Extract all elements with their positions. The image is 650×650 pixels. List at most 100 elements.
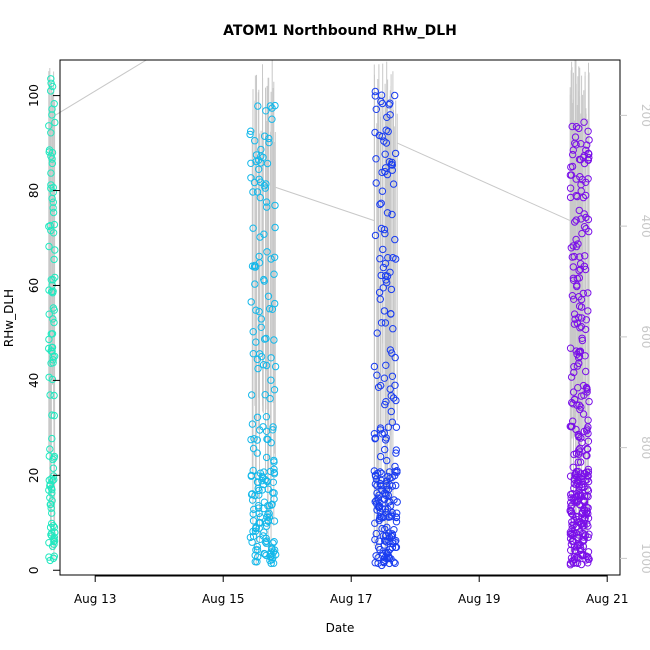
data-point	[50, 411, 58, 420]
data-point	[45, 452, 53, 460]
data-point	[265, 305, 274, 313]
data-point	[381, 150, 389, 158]
data-point	[247, 159, 255, 168]
data-point	[575, 359, 583, 368]
pressure-connector-line	[275, 186, 375, 222]
data-point	[381, 319, 390, 327]
x-tick-label: Aug 17	[330, 592, 373, 606]
data-point	[383, 456, 391, 465]
data-point	[376, 295, 384, 303]
data-point	[48, 111, 56, 119]
data-point	[580, 530, 588, 538]
data-point	[392, 446, 400, 454]
data-point	[250, 435, 258, 443]
data-point	[260, 230, 268, 238]
data-point	[568, 518, 576, 526]
data-point	[50, 391, 58, 400]
data-point	[258, 352, 266, 361]
data-point	[376, 452, 385, 461]
x-axis-label: Date	[326, 621, 355, 635]
data-point	[370, 430, 379, 438]
data-point	[252, 338, 260, 346]
data-point	[46, 480, 54, 488]
data-point	[371, 471, 380, 479]
data-point	[256, 193, 264, 202]
data-point	[45, 242, 53, 251]
data-point	[371, 519, 379, 527]
data-point	[392, 518, 401, 526]
data-point	[50, 255, 58, 264]
data-point	[262, 413, 271, 421]
data-point	[255, 252, 263, 261]
data-point	[574, 384, 582, 392]
data-point	[578, 510, 586, 518]
data-point	[45, 122, 53, 130]
data-point	[387, 407, 395, 416]
data-point	[247, 127, 255, 135]
data-point	[377, 482, 385, 490]
data-point	[50, 537, 58, 546]
data-point	[372, 500, 381, 508]
data-point	[45, 553, 53, 561]
data-point	[267, 559, 275, 568]
data-point	[47, 169, 55, 177]
data-point	[380, 225, 389, 234]
data-point	[389, 394, 398, 402]
data-point	[381, 400, 389, 409]
data-point	[379, 549, 387, 557]
data-point	[580, 118, 588, 126]
data-point	[248, 420, 257, 428]
data-point	[569, 400, 577, 408]
data-point	[392, 543, 401, 551]
data-point	[257, 145, 265, 154]
data-point	[270, 270, 278, 278]
data-point	[48, 529, 56, 537]
data-point	[372, 475, 381, 483]
data-point	[50, 552, 58, 560]
data-point	[248, 262, 257, 270]
data-point	[46, 391, 54, 399]
secondary-y-tick-label: 400	[639, 215, 650, 238]
data-point	[387, 160, 396, 169]
data-point	[576, 490, 585, 498]
data-point	[270, 517, 279, 525]
data-point	[580, 483, 588, 492]
data-point	[571, 315, 579, 323]
plot-frame	[59, 59, 621, 576]
data-point	[263, 203, 271, 211]
data-point	[582, 213, 590, 222]
data-point	[569, 274, 578, 282]
data-point	[51, 118, 59, 127]
data-point	[569, 388, 578, 396]
data-point	[579, 153, 587, 162]
data-point	[576, 528, 584, 536]
data-point	[49, 472, 58, 480]
data-point	[265, 513, 273, 521]
data-point	[254, 102, 262, 110]
data-point	[570, 320, 579, 328]
data-point	[265, 134, 273, 143]
data-point	[384, 423, 393, 431]
data-point	[47, 330, 55, 338]
data-point	[49, 464, 58, 472]
x-tick-label: Aug 19	[458, 592, 501, 606]
data-point	[49, 229, 58, 237]
data-point	[268, 115, 276, 123]
data-point	[574, 458, 582, 466]
data-point	[270, 489, 278, 497]
data-point	[48, 542, 57, 550]
data-point	[265, 138, 273, 147]
data-point	[569, 417, 577, 425]
data-point	[384, 472, 392, 481]
data-point	[49, 315, 57, 323]
data-point	[262, 334, 270, 343]
data-point	[261, 476, 270, 484]
data-point	[579, 193, 588, 202]
data-point	[262, 107, 270, 115]
data-point	[269, 559, 278, 567]
data-point	[45, 373, 53, 381]
data-point	[46, 445, 54, 453]
data-point	[260, 528, 268, 536]
data-point	[578, 336, 587, 345]
data-point	[570, 516, 578, 524]
